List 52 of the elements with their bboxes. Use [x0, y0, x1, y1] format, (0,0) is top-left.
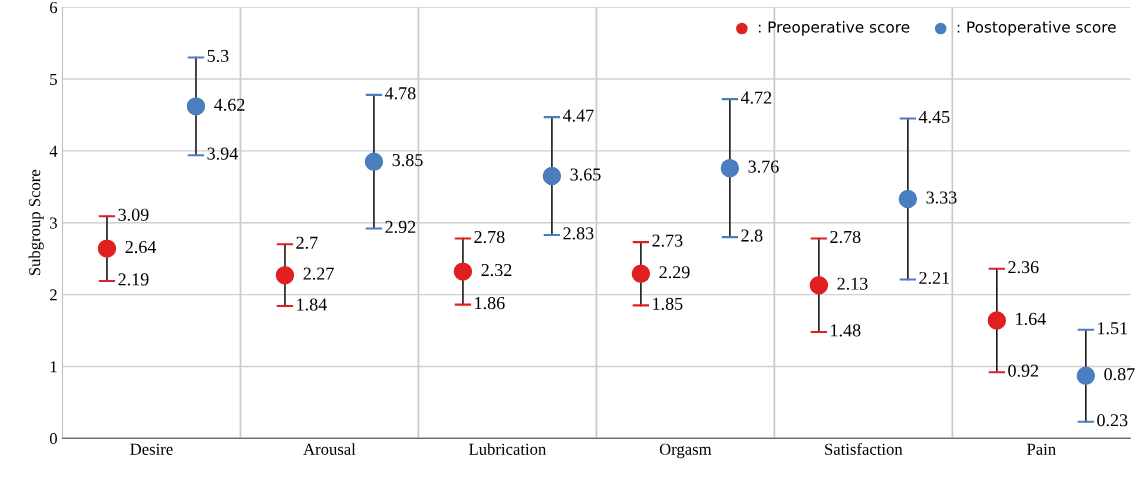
data-label: 2.29	[659, 266, 690, 279]
legend-label: : Postoperative score	[957, 20, 1116, 36]
data-label: 3.65	[570, 168, 601, 181]
data-label: 3.76	[748, 160, 779, 173]
x-tick-label: Arousal	[303, 443, 356, 455]
annotation: 2.73	[652, 234, 683, 247]
annotation: 2.78	[830, 230, 861, 244]
annotation: 4.45	[918, 111, 950, 124]
x-tick-label: Orgasm	[659, 443, 712, 459]
annotation: 4.47	[562, 109, 594, 122]
annotation: 2.7	[296, 236, 318, 249]
y-tick-label: 6	[50, 1, 58, 14]
legend-label: : Preoperative score	[758, 20, 910, 36]
annotation: 1.86	[475, 296, 505, 310]
x-tick-label: Lubrication	[469, 443, 547, 455]
data-label: 2.27	[303, 267, 334, 280]
annotation: 2.78	[474, 230, 505, 244]
annotation: 0.92	[1008, 364, 1039, 377]
data-label: 3.33	[926, 191, 957, 204]
y-tick-label: 1	[50, 361, 57, 373]
data-label: 4.62	[214, 98, 245, 111]
annotation: 2.21	[919, 271, 950, 285]
annotation: 5.3	[207, 49, 229, 63]
annotation: 1.84	[297, 298, 327, 311]
annotation: 2.92	[385, 220, 416, 234]
data-label: 3.85	[392, 154, 423, 167]
data-label: 2.64	[125, 240, 157, 254]
y-tick-label: 5	[50, 73, 57, 85]
annotation: 1.48	[831, 324, 861, 337]
annotation: 2.19	[118, 273, 149, 286]
data-label: 2.13	[837, 277, 868, 290]
data-label: 1.64	[1016, 312, 1046, 326]
annotation: 0.23	[1097, 414, 1128, 427]
annotation: 3.09	[118, 208, 149, 221]
annotation: 3.94	[207, 147, 238, 160]
annotation: 1.51	[1098, 322, 1128, 335]
y-tick-label: 3	[50, 217, 57, 229]
annotation: 2.8	[741, 229, 763, 242]
x-tick-label: Satisfaction	[825, 442, 903, 455]
x-tick-label: Pain	[1027, 443, 1056, 455]
annotation: 4.78	[384, 87, 416, 100]
annotation: 2.36	[1008, 261, 1039, 274]
y-tick-label: 4	[49, 145, 58, 157]
y-tick-label: 0	[49, 432, 57, 445]
y-tick-label: 2	[50, 289, 57, 301]
annotation: 2.83	[563, 227, 594, 240]
annotation: 1.85	[653, 297, 683, 310]
data-label: 0.87	[1104, 368, 1135, 381]
x-tick-label: Desire	[130, 443, 173, 455]
annotation: 4.72	[740, 91, 772, 104]
data-label: 2.32	[481, 263, 512, 277]
y-axis-title: Subgroup Score	[28, 169, 44, 276]
